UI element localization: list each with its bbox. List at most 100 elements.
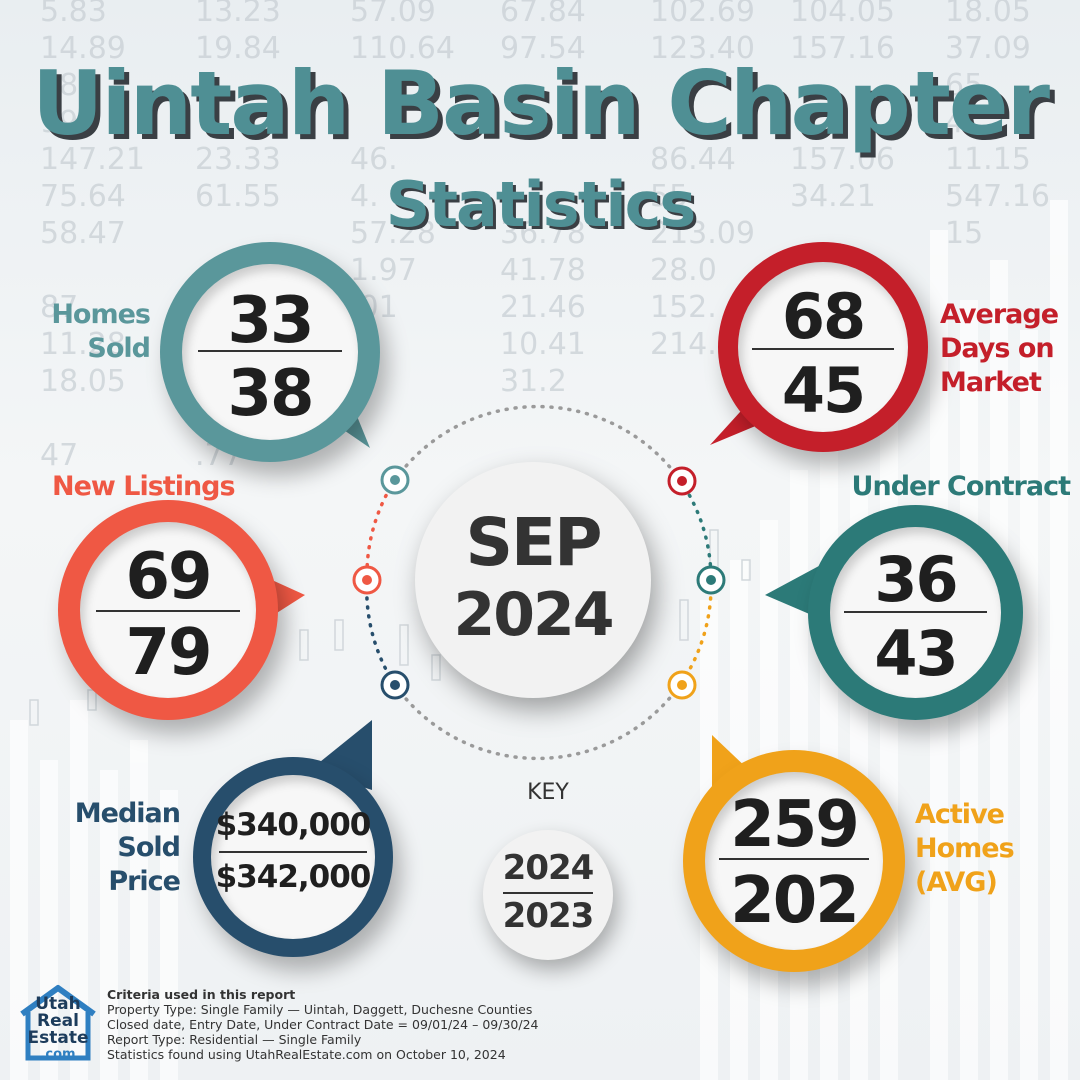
- median-sold-price-label: Median Sold Price: [60, 797, 181, 899]
- active-homes-badge: 259 202: [683, 750, 905, 972]
- background-number: 36.78: [500, 216, 586, 251]
- background-number: 547.16: [945, 179, 1050, 214]
- logo-line-4: .com: [40, 1047, 76, 1062]
- new-listings-current: 69: [125, 540, 212, 614]
- background-number: 152.: [650, 290, 717, 325]
- period-year: 2024: [453, 580, 615, 650]
- criteria-heading: Criteria used in this report: [107, 987, 296, 1002]
- background-number: 47: [40, 438, 79, 473]
- median-sold-price-label-line-3: Price: [108, 866, 181, 897]
- background-number: 67.84: [500, 0, 586, 29]
- new-listings-previous: 79: [125, 616, 212, 690]
- homes-sold-previous: 38: [227, 357, 314, 431]
- background-number: 13.23: [195, 0, 281, 29]
- new-listings-badge: 69 79: [58, 500, 278, 720]
- period-badge: SEP 2024: [415, 462, 651, 698]
- logo-line-1: Utah: [35, 994, 81, 1014]
- background-number: 37.09: [945, 31, 1031, 66]
- active-homes-label-line-3: (AVG): [915, 867, 998, 898]
- days-on-market-badge: 68 45: [718, 242, 928, 452]
- background-number: 102.69: [650, 0, 755, 29]
- key-previous-year: 2023: [502, 896, 595, 936]
- active-homes-divider: [719, 858, 869, 860]
- under-contract-previous: 43: [874, 617, 958, 690]
- background-number: 15: [945, 216, 984, 251]
- background-number: 57.28: [350, 216, 436, 251]
- criteria-line-2: Closed date, Entry Date, Under Contract …: [107, 1017, 539, 1032]
- homes-sold-label: Homes Sold: [40, 298, 151, 366]
- background-number: 78.: [40, 68, 88, 103]
- under-contract-badge: 36 43: [808, 505, 1023, 720]
- background-number: 34.21: [790, 179, 876, 214]
- logo-line-3: Estate: [27, 1028, 89, 1048]
- median-sold-price-label-line-2: Sold: [117, 832, 181, 863]
- background-number: 104.05: [790, 0, 895, 29]
- background-number: 157.06: [790, 142, 895, 177]
- background-number: 99.: [40, 105, 88, 140]
- background-number: 41.78: [500, 253, 586, 288]
- median-sold-price-current: $340,000: [215, 807, 372, 843]
- background-number: 14.89: [40, 31, 126, 66]
- background-number: 11.15: [945, 142, 1031, 177]
- background-number: 19.84: [195, 31, 281, 66]
- utah-real-estate-logo: Utah Real Estate .com: [16, 984, 100, 1064]
- logo-line-2: Real: [37, 1011, 79, 1031]
- background-number: 213.09: [650, 216, 755, 251]
- background-number: 18.05: [40, 364, 126, 399]
- criteria-block: Criteria used in this report Property Ty…: [107, 987, 667, 1062]
- under-contract-label: Under Contract: [851, 471, 1071, 502]
- under-contract-current: 36: [874, 543, 958, 616]
- background-number: 86.44: [650, 142, 736, 177]
- new-listings-label: New Listings: [52, 471, 236, 502]
- background-number: 61.55: [195, 179, 281, 214]
- background-number: 10.41: [500, 327, 586, 362]
- background-number: 57.09: [350, 0, 436, 29]
- background-number: 157.16: [790, 31, 895, 66]
- background-number: 21.46: [500, 290, 586, 325]
- homes-sold-label-line-2: Sold: [87, 333, 151, 364]
- days-on-market-previous: 45: [781, 354, 866, 427]
- background-number: 58.47: [40, 216, 126, 251]
- days-on-market-label-line-3: Market: [940, 367, 1042, 398]
- background-number: 55: [650, 179, 689, 214]
- background-number: 11.28: [40, 327, 126, 362]
- key-current-year: 2024: [502, 848, 595, 888]
- active-homes-previous: 202: [730, 864, 860, 938]
- homes-sold-label-line-1: Homes: [51, 299, 151, 330]
- median-sold-price-previous: $342,000: [215, 859, 372, 895]
- median-sold-price-badge: $340,000 $342,000: [193, 757, 393, 957]
- days-on-market-label: Average Days on Market: [940, 298, 1070, 400]
- days-on-market-label-line-2: Days on: [940, 333, 1055, 364]
- background-number: 23.33: [195, 142, 281, 177]
- background-number: 4.: [350, 179, 379, 214]
- background-number: 18.05: [945, 0, 1031, 29]
- house-icon: [20, 985, 96, 1061]
- background-number: 28.0: [650, 253, 717, 288]
- background-number: 46.: [350, 142, 398, 177]
- key-label: KEY: [527, 780, 569, 805]
- background-number: 147.21: [40, 142, 145, 177]
- median-sold-price-divider: [219, 851, 367, 853]
- homes-sold-current: 33: [227, 284, 314, 358]
- background-number: 31.2: [500, 364, 567, 399]
- background-number: 87: [40, 290, 79, 325]
- key-badge: 2024 2023: [483, 830, 613, 960]
- period-month: SEP: [465, 504, 603, 581]
- background-number: 110.64: [350, 31, 455, 66]
- background-number: 97.54: [500, 31, 586, 66]
- key-divider: [503, 892, 593, 894]
- background-number: 5.83: [40, 0, 107, 29]
- median-sold-price-label-line-1: Median: [74, 798, 181, 829]
- background-number: 1.97: [350, 253, 417, 288]
- background-number: 75.64: [40, 179, 126, 214]
- under-contract-divider: [844, 611, 987, 613]
- active-homes-current: 259: [730, 788, 860, 862]
- active-homes-label: Active Homes (AVG): [915, 798, 1035, 900]
- background-number: 4: [945, 105, 965, 140]
- days-on-market-label-line-1: Average: [940, 299, 1059, 330]
- criteria-line-4: Statistics found using UtahRealEstate.co…: [107, 1047, 506, 1062]
- active-homes-label-line-1: Active: [915, 799, 1005, 830]
- criteria-line-1: Property Type: Single Family — Uintah, D…: [107, 1002, 533, 1017]
- page-title: Uintah Basin Chapter: [31, 52, 1050, 155]
